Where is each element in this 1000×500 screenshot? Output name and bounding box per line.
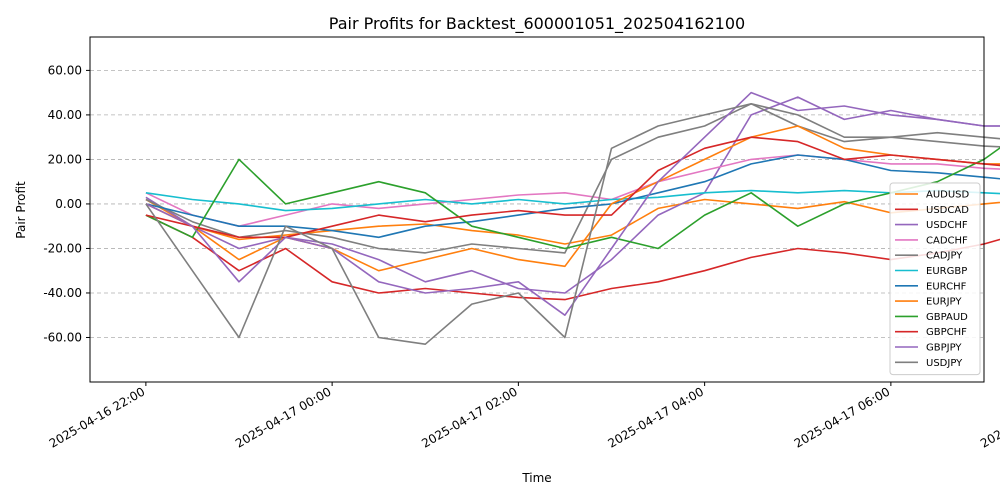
legend-label: GBPJPY bbox=[926, 343, 962, 354]
legend-label: EURCHF bbox=[926, 281, 967, 292]
y-tick-label: 20.00 bbox=[48, 152, 82, 166]
legend-label: CADJPY bbox=[926, 251, 963, 262]
x-axis-label: Time bbox=[521, 471, 551, 485]
legend-label: GBPAUD bbox=[926, 312, 968, 323]
legend: AUDUSD USDCAD USDCHF CADCHF CADJPY EURGBP EURC… bbox=[889, 182, 981, 376]
legend-label: CADCHF bbox=[926, 235, 968, 246]
legend-label: EURJPY bbox=[926, 297, 962, 308]
plot-area-frame bbox=[89, 36, 985, 383]
y-axis-label: Pair Profit bbox=[14, 181, 28, 239]
y-tick-label: 0.00 bbox=[55, 197, 82, 211]
legend-label: EURGBP bbox=[926, 266, 967, 277]
legend-label: USDCAD bbox=[926, 205, 969, 216]
y-tick-label: 60.00 bbox=[48, 63, 82, 77]
y-tick-label: -60.00 bbox=[43, 330, 82, 344]
legend-box bbox=[889, 182, 981, 376]
y-axis: -60.00 -40.00 -20.00 0.00 20.00 40.00 60.00 bbox=[43, 63, 90, 344]
chart-title: Pair Profits for Backtest_600001051_2025… bbox=[329, 14, 745, 34]
legend-label: USDJPY bbox=[926, 358, 963, 369]
legend-label: USDCHF bbox=[926, 220, 968, 231]
legend-label: AUDUSD bbox=[926, 190, 970, 201]
y-tick-label: -20.00 bbox=[43, 241, 82, 255]
y-tick-label: -40.00 bbox=[43, 286, 82, 300]
legend-label: GBPCHF bbox=[926, 327, 967, 338]
y-tick-label: 40.00 bbox=[48, 108, 82, 122]
